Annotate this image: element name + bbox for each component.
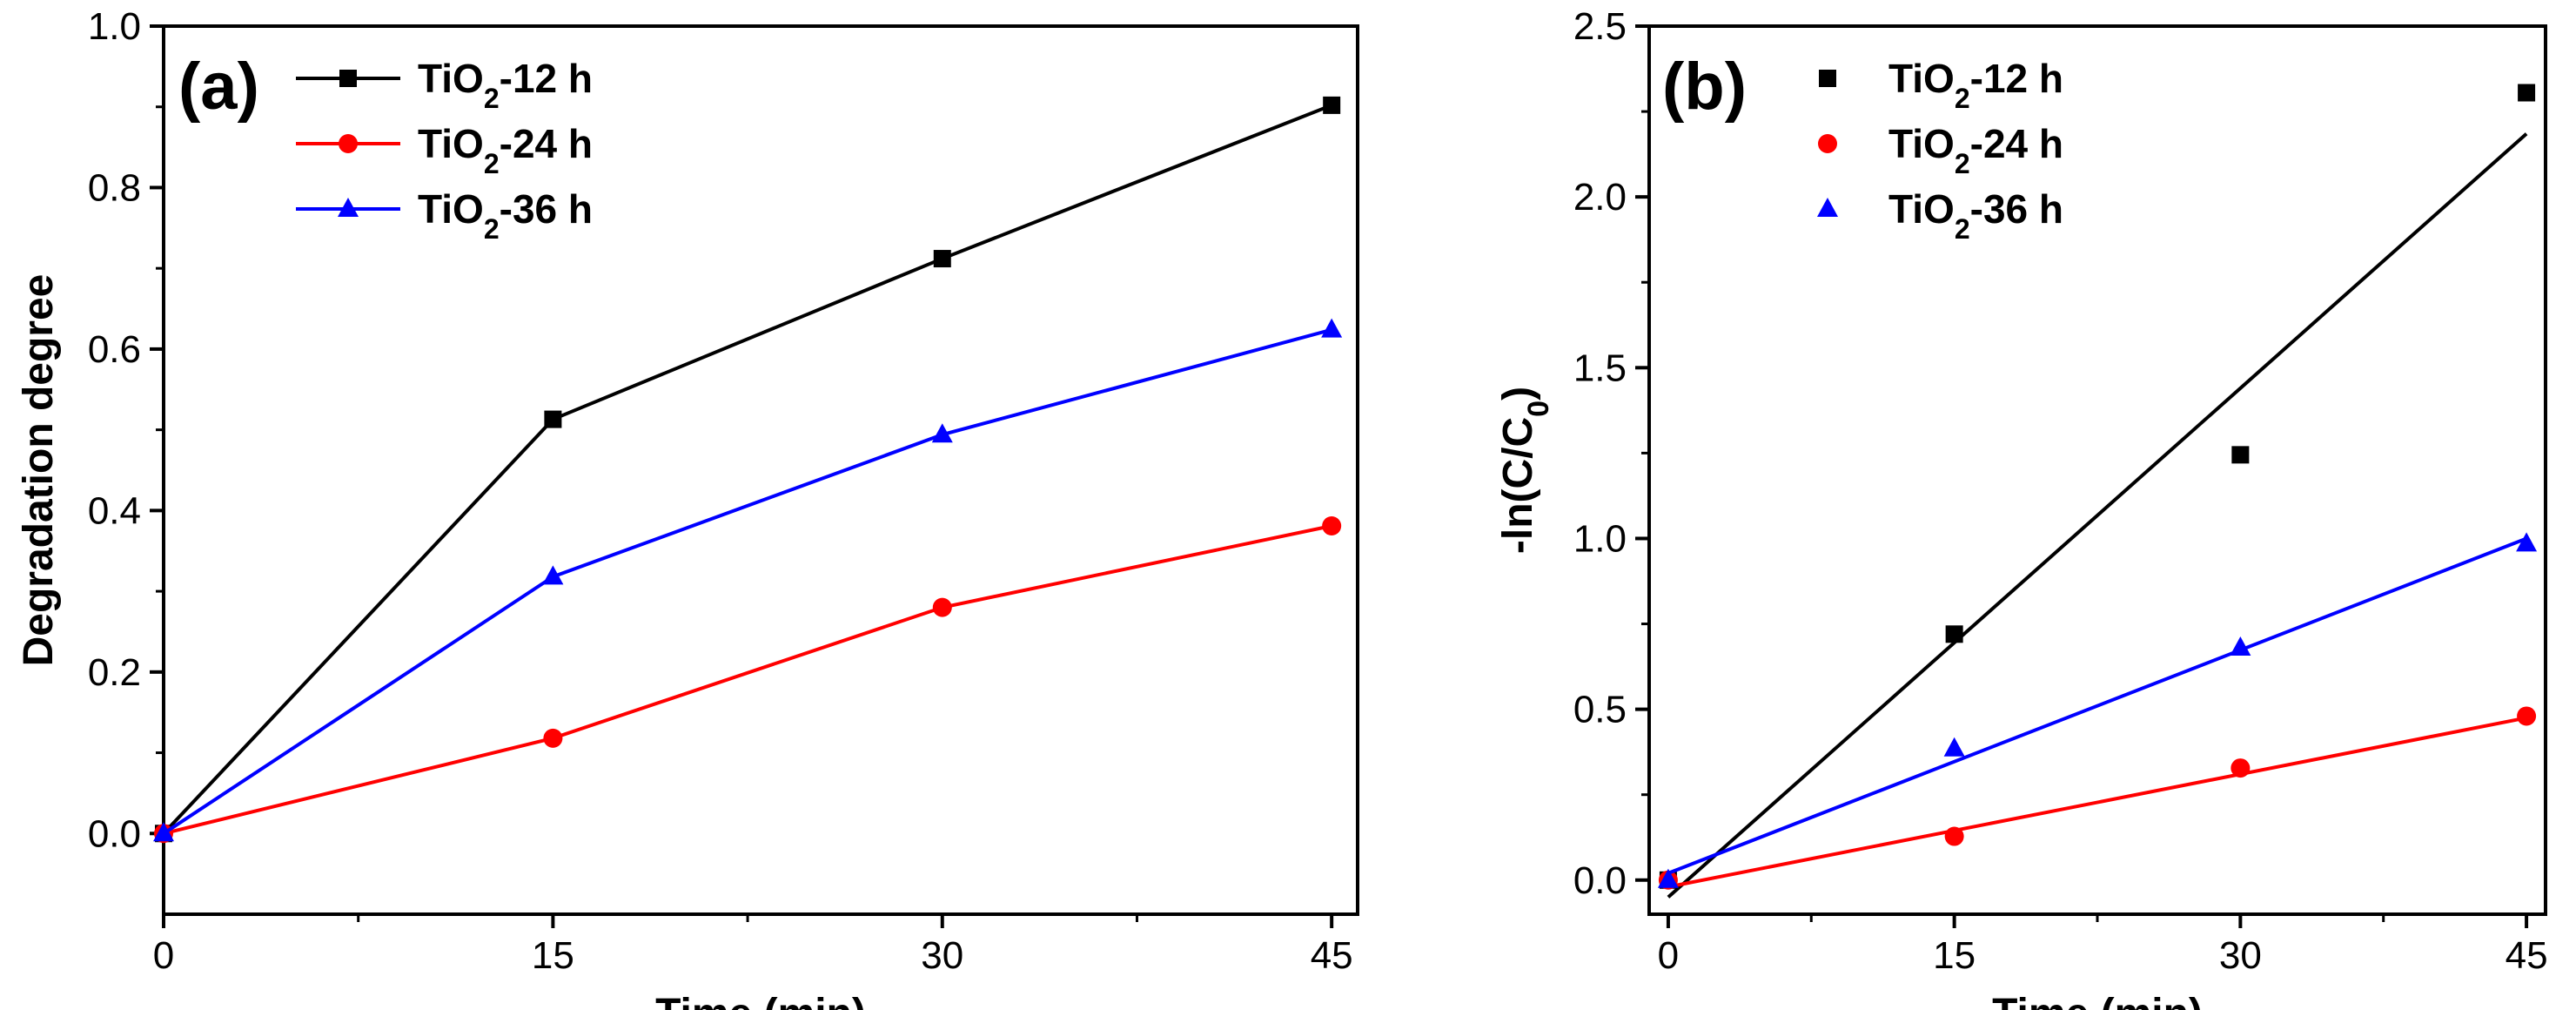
plot-frame xyxy=(162,24,1359,916)
fit-line xyxy=(1667,132,2528,899)
fit-line xyxy=(1667,716,2527,889)
legend-label: TiO2-12 h xyxy=(1888,56,2063,114)
y-tick-label: 0.4 xyxy=(88,489,141,532)
x-axis-title: Time (min) xyxy=(655,991,866,1010)
data-point xyxy=(1943,737,1965,757)
x-tick-label: 30 xyxy=(2219,934,2262,977)
series-line xyxy=(162,104,1332,835)
legend-marker xyxy=(339,134,358,153)
legend-entry: TiO2-12 h xyxy=(1819,56,2063,114)
data-point xyxy=(544,410,562,428)
data-point xyxy=(542,565,564,585)
data-point xyxy=(2231,446,2250,464)
panel-a: 0.0 0.2 0.4 0.6 0.8 1.0 0 15 30 45 Time (min) Degra… xyxy=(16,5,1359,1010)
data-point xyxy=(2518,84,2536,102)
panel-label: (b) xyxy=(1662,50,1747,124)
data-point xyxy=(1323,96,1341,114)
legend-marker xyxy=(1818,134,1837,153)
data-point xyxy=(1945,625,1963,643)
legend-marker xyxy=(338,198,359,217)
legend-label: TiO2-12 h xyxy=(418,56,593,114)
y-tick-label: 0.0 xyxy=(88,812,141,855)
legend-marker xyxy=(1817,198,1838,217)
series-24h xyxy=(1658,706,2537,890)
legend-marker xyxy=(1819,70,1836,87)
x-tick-label: 30 xyxy=(921,934,963,977)
data-point xyxy=(933,250,951,268)
series-24h xyxy=(154,515,1342,844)
x-tick-label: 0 xyxy=(1658,934,1679,977)
data-point xyxy=(2231,758,2251,778)
x-tick-label: 0 xyxy=(153,934,174,977)
legend-label: TiO2-24 h xyxy=(1888,121,2063,179)
y-tick-label: 0.2 xyxy=(88,651,141,694)
legend-label: TiO2-36 h xyxy=(418,186,593,245)
series-36h xyxy=(1657,532,2538,888)
x-tick-label: 15 xyxy=(1933,934,1976,977)
legend-label: TiO2-24 h xyxy=(418,121,593,179)
y-tick-label: 2.0 xyxy=(1573,176,1627,219)
fit-line xyxy=(1667,536,2527,875)
data-point xyxy=(2516,532,2538,552)
data-point xyxy=(1321,318,1343,338)
y-axis-title: -ln(C/C0) xyxy=(1495,387,1555,554)
legend-entry: TiO2-36 h xyxy=(296,186,593,245)
y-tick-label: 1.0 xyxy=(1573,517,1627,560)
series-line xyxy=(163,524,1332,836)
series-12h xyxy=(1659,84,2536,899)
series-36h xyxy=(153,318,1343,842)
series-line xyxy=(162,327,1332,835)
y-tick-label: 0.0 xyxy=(1573,859,1627,902)
data-point xyxy=(2230,636,2251,656)
data-point xyxy=(931,423,953,443)
panel-b: 0.0 0.5 1.0 1.5 2.0 2.5 0 15 30 45 Time (min) -ln(C… xyxy=(1495,5,2548,1010)
x-tick-label: 45 xyxy=(1311,934,1353,977)
x-tick-label: 45 xyxy=(2506,934,2548,977)
x-axis-title: Time (min) xyxy=(1992,991,2203,1010)
legend-entry: TiO2-12 h xyxy=(296,56,593,114)
y-tick-label: 0.6 xyxy=(88,328,141,371)
y-tick-label: 0.5 xyxy=(1573,689,1627,731)
y-tick-label: 2.5 xyxy=(1573,5,1627,48)
y-axis-title: Degradation degree xyxy=(16,274,62,667)
legend-entry: TiO2-24 h xyxy=(1818,121,2063,179)
data-point xyxy=(543,728,563,748)
y-tick-label: 0.8 xyxy=(88,166,141,209)
plot-frame xyxy=(1647,24,2547,916)
legend-entry: TiO2-24 h xyxy=(296,121,593,179)
data-point xyxy=(932,597,952,617)
data-point xyxy=(1944,826,1964,846)
y-tick-label: 1.0 xyxy=(88,5,141,48)
panel-label: (a) xyxy=(178,50,259,124)
x-tick-label: 15 xyxy=(532,934,574,977)
data-point xyxy=(1322,515,1342,535)
legend-marker xyxy=(339,70,357,87)
data-point xyxy=(1657,868,1679,888)
legend-entry: TiO2-36 h xyxy=(1817,186,2063,245)
data-point xyxy=(2517,706,2537,726)
legend-label: TiO2-36 h xyxy=(1888,186,2063,245)
data-point xyxy=(153,822,174,842)
y-tick-label: 1.5 xyxy=(1573,347,1627,389)
